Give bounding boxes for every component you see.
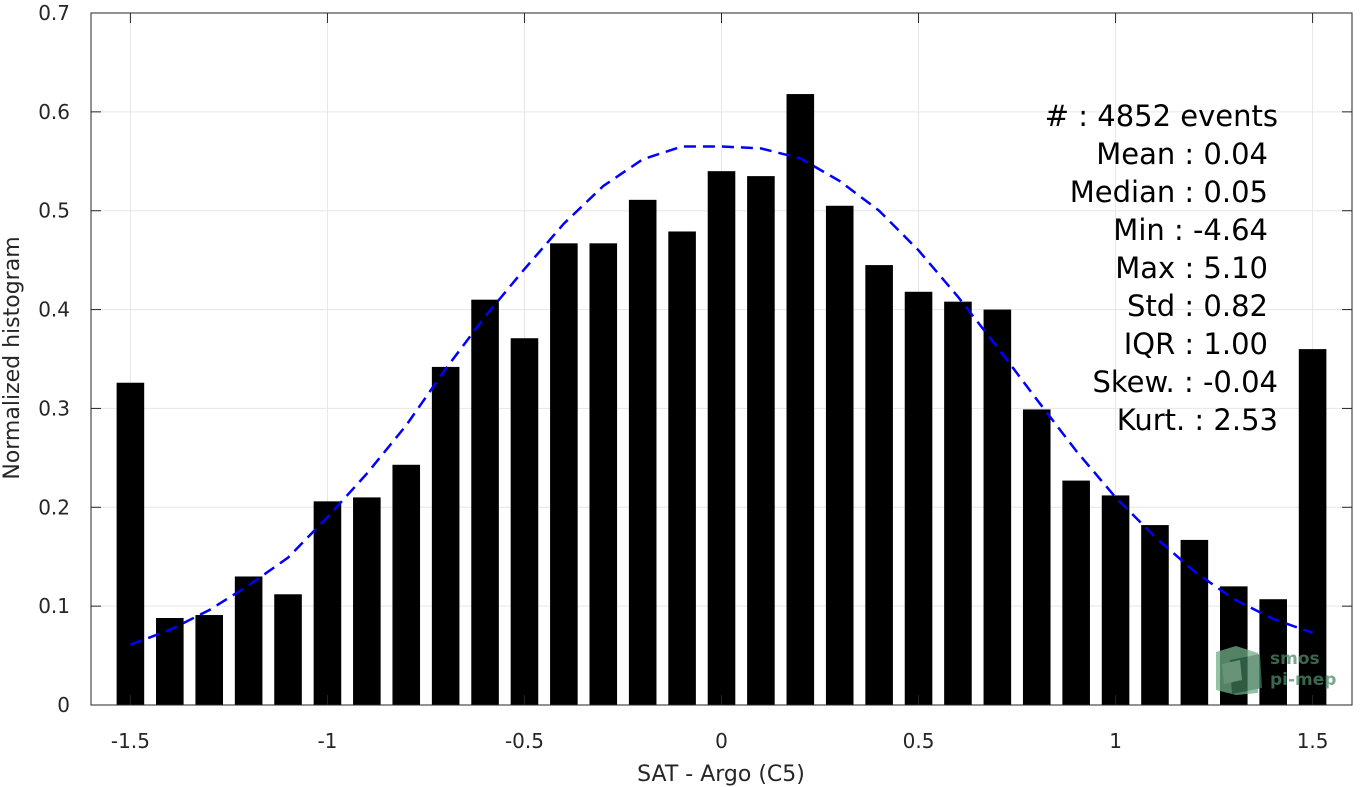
- watermark-logo-icon: [1216, 646, 1262, 695]
- histogram-bar: [944, 301, 972, 705]
- histogram-bar: [983, 309, 1012, 705]
- histogram-bar: [550, 243, 578, 705]
- x-tick-label: -1: [317, 729, 337, 753]
- y-tick-label: 0.7: [38, 1, 70, 25]
- histogram-bar: [116, 382, 145, 705]
- stat-line: IQR : 1.00: [1124, 327, 1268, 361]
- histogram-bar: [431, 366, 460, 705]
- x-tick-label: 1: [1109, 729, 1122, 753]
- y-tick-label: 0: [57, 693, 70, 717]
- histogram-bar: [234, 576, 263, 705]
- histogram-bar: [707, 171, 736, 705]
- stat-line: Kurt. : 2.53: [1117, 403, 1278, 437]
- stat-line: Median : 0.05: [1070, 175, 1268, 209]
- x-tick-label: 1.5: [1297, 729, 1329, 753]
- histogram-bar: [510, 338, 539, 705]
- y-tick-label: 0.1: [38, 594, 70, 618]
- watermark-line1: smos: [1270, 649, 1320, 669]
- stat-line: Min : -4.64: [1113, 213, 1268, 247]
- histogram-bar: [589, 243, 618, 705]
- y-axis-label: Normalized histogram: [0, 236, 25, 479]
- y-tick-label: 0.4: [38, 298, 70, 322]
- x-tick-label: -1.5: [111, 729, 150, 753]
- stat-line: # : 4852 events: [1045, 99, 1278, 133]
- histogram-bar: [668, 231, 696, 705]
- histogram-bar: [471, 299, 499, 705]
- stat-line: Std : 0.82: [1127, 289, 1268, 323]
- histogram-bar: [392, 464, 421, 705]
- stat-line: Mean : 0.04: [1096, 137, 1268, 171]
- smos-pi-mep-watermark: smos pi-mep: [1216, 646, 1336, 695]
- x-axis-label: SAT - Argo (C5): [637, 762, 805, 787]
- histogram-bar: [1180, 539, 1209, 705]
- histogram-bar: [865, 265, 893, 705]
- stat-line: Max : 5.10: [1115, 251, 1268, 285]
- histogram-bar: [628, 199, 657, 705]
- histogram-bar: [1062, 480, 1090, 705]
- gaussian-fit-line: [129, 145, 1314, 646]
- bar-series: [116, 94, 1327, 706]
- y-tick-label: 0.6: [38, 100, 70, 124]
- tick-marks: [91, 12, 1352, 706]
- histogram-bar: [1259, 599, 1287, 705]
- histogram-bar: [1022, 409, 1051, 705]
- histogram-bar: [786, 94, 815, 705]
- y-tick-label: 0.3: [38, 396, 70, 420]
- y-tick-label: 0.5: [38, 199, 70, 223]
- x-tick-label: 0: [715, 729, 728, 753]
- x-tick-label: -0.5: [505, 729, 544, 753]
- histogram-bar: [313, 501, 342, 705]
- statistics-panel: # : 4852 events Mean : 0.04 Median : 0.05 M…: [1045, 99, 1278, 437]
- histogram-bar: [274, 594, 302, 705]
- stat-line: Skew. : -0.04: [1092, 365, 1278, 399]
- histogram-bar: [747, 176, 775, 706]
- histogram-bar: [156, 618, 184, 705]
- x-tick-labels: -1.5 -1 -0.5 0 0.5 1 1.5: [111, 729, 1329, 753]
- histogram-bar: [1298, 349, 1327, 705]
- watermark-line2: pi-mep: [1270, 670, 1336, 690]
- histogram-bar: [1101, 495, 1130, 705]
- histogram-bar: [825, 205, 854, 705]
- histogram-bar: [904, 291, 933, 705]
- histogram-bar: [353, 497, 381, 705]
- x-tick-label: 0.5: [903, 729, 935, 753]
- y-tick-labels: 0 0.1 0.2 0.3 0.4 0.5 0.6 0.7: [38, 1, 70, 717]
- y-tick-label: 0.2: [38, 495, 70, 519]
- histogram-bar: [1141, 525, 1169, 705]
- histogram-bar: [195, 615, 224, 705]
